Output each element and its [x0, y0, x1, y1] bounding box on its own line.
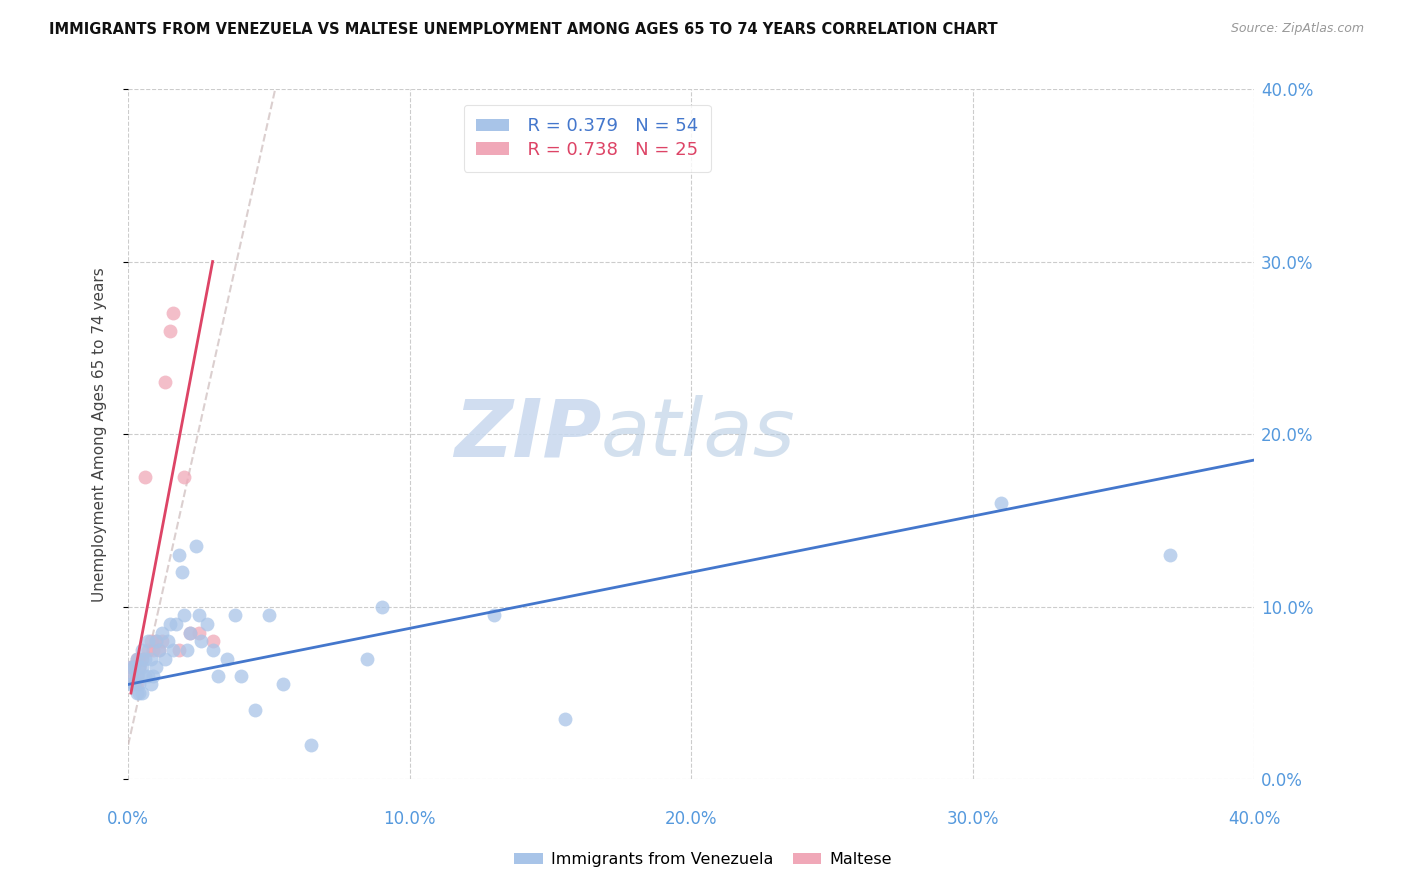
- Point: [170, 566, 193, 580]
- Point: [139, 651, 162, 665]
- Text: atlas: atlas: [602, 395, 796, 473]
- Point: [173, 470, 195, 484]
- Point: [370, 599, 392, 614]
- Point: [136, 669, 159, 683]
- Point: [224, 608, 246, 623]
- Point: [229, 669, 252, 683]
- Point: [162, 306, 184, 320]
- Legend: Immigrants from Venezuela, Maltese: Immigrants from Venezuela, Maltese: [508, 846, 898, 873]
- Point: [125, 669, 148, 683]
- Point: [128, 651, 150, 665]
- Point: [148, 643, 170, 657]
- Point: [122, 677, 145, 691]
- Point: [125, 677, 148, 691]
- Point: [128, 660, 150, 674]
- Point: [131, 660, 153, 674]
- Point: [122, 660, 145, 674]
- Point: [139, 634, 162, 648]
- Text: 30.0%: 30.0%: [946, 810, 998, 828]
- Point: [136, 634, 159, 648]
- Point: [207, 669, 229, 683]
- Point: [150, 625, 173, 640]
- Point: [159, 617, 181, 632]
- Point: [215, 651, 238, 665]
- Y-axis label: Unemployment Among Ages 65 to 74 years: Unemployment Among Ages 65 to 74 years: [93, 267, 107, 601]
- Point: [167, 548, 190, 562]
- Point: [125, 669, 148, 683]
- Text: 0.0%: 0.0%: [107, 810, 149, 828]
- Text: 40.0%: 40.0%: [1227, 810, 1281, 828]
- Point: [1159, 548, 1181, 562]
- Point: [165, 617, 187, 632]
- Text: 10.0%: 10.0%: [384, 810, 436, 828]
- Point: [142, 669, 165, 683]
- Point: [128, 677, 150, 691]
- Point: [243, 703, 266, 717]
- Point: [122, 669, 145, 683]
- Point: [131, 686, 153, 700]
- Text: 20.0%: 20.0%: [665, 810, 717, 828]
- Point: [120, 660, 142, 674]
- Point: [120, 669, 142, 683]
- Text: Source: ZipAtlas.com: Source: ZipAtlas.com: [1230, 22, 1364, 36]
- Point: [153, 376, 176, 390]
- Point: [128, 686, 150, 700]
- Point: [187, 625, 209, 640]
- Text: ZIP: ZIP: [454, 395, 602, 473]
- Point: [136, 643, 159, 657]
- Point: [201, 634, 224, 648]
- Point: [179, 625, 201, 640]
- Point: [482, 608, 505, 623]
- Point: [145, 634, 167, 648]
- Point: [134, 470, 156, 484]
- Point: [131, 643, 153, 657]
- Point: [156, 634, 179, 648]
- Point: [167, 643, 190, 657]
- Point: [120, 660, 142, 674]
- Point: [554, 712, 576, 726]
- Point: [153, 651, 176, 665]
- Point: [299, 738, 322, 752]
- Point: [150, 634, 173, 648]
- Point: [125, 651, 148, 665]
- Point: [139, 677, 162, 691]
- Point: [173, 608, 195, 623]
- Point: [201, 643, 224, 657]
- Point: [128, 660, 150, 674]
- Point: [142, 643, 165, 657]
- Point: [162, 643, 184, 657]
- Point: [134, 651, 156, 665]
- Point: [176, 643, 198, 657]
- Legend:   R = 0.379   N = 54,   R = 0.738   N = 25: R = 0.379 N = 54, R = 0.738 N = 25: [464, 105, 711, 171]
- Point: [148, 643, 170, 657]
- Point: [190, 634, 212, 648]
- Point: [990, 496, 1012, 510]
- Point: [134, 669, 156, 683]
- Point: [187, 608, 209, 623]
- Point: [125, 651, 148, 665]
- Point: [122, 660, 145, 674]
- Point: [271, 677, 294, 691]
- Point: [179, 625, 201, 640]
- Point: [195, 617, 218, 632]
- Point: [184, 539, 207, 553]
- Point: [159, 324, 181, 338]
- Point: [131, 651, 153, 665]
- Point: [125, 686, 148, 700]
- Point: [356, 651, 378, 665]
- Point: [145, 634, 167, 648]
- Point: [145, 660, 167, 674]
- Point: [120, 677, 142, 691]
- Text: IMMIGRANTS FROM VENEZUELA VS MALTESE UNEMPLOYMENT AMONG AGES 65 TO 74 YEARS CORR: IMMIGRANTS FROM VENEZUELA VS MALTESE UNE…: [49, 22, 998, 37]
- Point: [257, 608, 280, 623]
- Point: [122, 677, 145, 691]
